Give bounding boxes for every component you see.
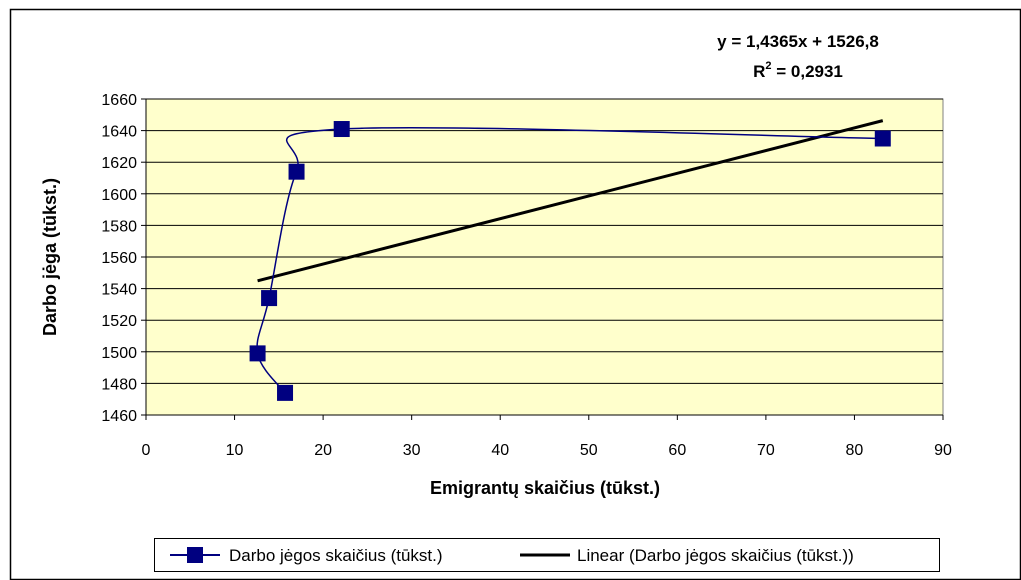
y-tick-label: 1460: [101, 408, 137, 425]
data-point-marker: [874, 130, 891, 147]
legend: Darbo jėgos skaičius (tūkst.) Linear (Da…: [154, 538, 940, 572]
legend-series-marker: [187, 547, 203, 563]
y-tick-label: 1520: [101, 313, 137, 330]
series-line: [256, 126, 883, 394]
y-tick-label: 1620: [101, 155, 137, 172]
y-tick-label: 1480: [101, 376, 137, 393]
trendline-group: [257, 119, 884, 283]
data-point-marker: [288, 163, 305, 180]
y-tick-label: 1600: [101, 187, 137, 204]
x-tick-label: 10: [226, 442, 244, 459]
x-tick-label: 60: [668, 442, 686, 459]
data-point-marker: [277, 384, 294, 401]
data-point-marker: [249, 345, 266, 362]
x-tick-label: 80: [846, 442, 864, 459]
r-squared-sup: 2: [765, 60, 771, 72]
data-point-marker: [333, 121, 350, 138]
legend-box: [154, 538, 940, 572]
data-point-marker: [261, 290, 278, 307]
y-tick-label: 1640: [101, 124, 137, 141]
legend-series-label: Darbo jėgos skaičius (tūkst.): [229, 546, 443, 565]
x-axis-ticks: 0 10 20 30 40 50 60 70 80 90: [142, 415, 952, 459]
y-axis-ticks: 1460 1480 1500 1520 1540 1560 1580 1600 1620 1640…: [101, 92, 146, 425]
r-squared-value: = 0,2931: [772, 62, 843, 81]
legend-trendline-label: Linear (Darbo jėgos skaičius (tūkst.)): [577, 546, 854, 565]
r-squared-label: R2 = 0,2931: [753, 60, 843, 81]
x-tick-label: 30: [403, 442, 421, 459]
y-tick-label: 1580: [101, 218, 137, 235]
x-tick-label: 40: [491, 442, 509, 459]
y-tick-label: 1500: [101, 345, 137, 362]
x-tick-label: 70: [757, 442, 775, 459]
trendline-equation: y = 1,4365x + 1526,8: [717, 32, 879, 51]
y-tick-label: 1560: [101, 250, 137, 267]
y-tick-label: 1540: [101, 282, 137, 299]
y-tick-label: 1660: [101, 92, 137, 109]
series-group: [249, 121, 891, 401]
x-tick-label: 50: [580, 442, 598, 459]
x-tick-label: 20: [314, 442, 332, 459]
trendline: [257, 119, 884, 283]
y-axis-title: Darbo jėga (tūkst.): [40, 178, 60, 336]
x-tick-label: 0: [142, 442, 151, 459]
x-axis-title: Emigrantų skaičius (tūkst.): [430, 478, 660, 498]
r-squared-r: R: [753, 62, 765, 81]
x-tick-label: 90: [934, 442, 952, 459]
gridlines: [146, 98, 943, 384]
